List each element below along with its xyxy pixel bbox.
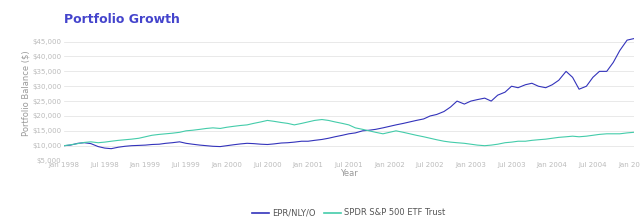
SPDR S&P 500 ETF Trust xyxy=(318,118,326,121)
X-axis label: Year: Year xyxy=(340,169,358,178)
SPDR S&P 500 ETF Trust xyxy=(257,121,265,123)
EPR/NLY/O xyxy=(243,142,251,145)
Text: Portfolio Growth: Portfolio Growth xyxy=(64,12,180,26)
Line: SPDR S&P 500 ETF Trust: SPDR S&P 500 ETF Trust xyxy=(64,120,634,146)
Legend: EPR/NLY/O, SPDR S&P 500 ETF Trust: EPR/NLY/O, SPDR S&P 500 ETF Trust xyxy=(249,205,449,221)
SPDR S&P 500 ETF Trust xyxy=(603,132,611,135)
EPR/NLY/O xyxy=(108,147,115,150)
EPR/NLY/O xyxy=(162,142,170,145)
Line: EPR/NLY/O: EPR/NLY/O xyxy=(64,39,634,149)
SPDR S&P 500 ETF Trust xyxy=(229,125,237,128)
SPDR S&P 500 ETF Trust xyxy=(60,144,68,147)
SPDR S&P 500 ETF Trust xyxy=(630,131,637,134)
EPR/NLY/O xyxy=(351,132,359,134)
SPDR S&P 500 ETF Trust xyxy=(156,133,163,136)
EPR/NLY/O xyxy=(60,144,68,147)
SPDR S&P 500 ETF Trust xyxy=(351,126,359,129)
SPDR S&P 500 ETF Trust xyxy=(237,124,244,127)
EPR/NLY/O xyxy=(264,143,271,146)
EPR/NLY/O xyxy=(237,142,244,145)
Y-axis label: Portfolio Balance ($): Portfolio Balance ($) xyxy=(22,51,31,136)
EPR/NLY/O xyxy=(630,37,637,40)
EPR/NLY/O xyxy=(603,70,611,73)
